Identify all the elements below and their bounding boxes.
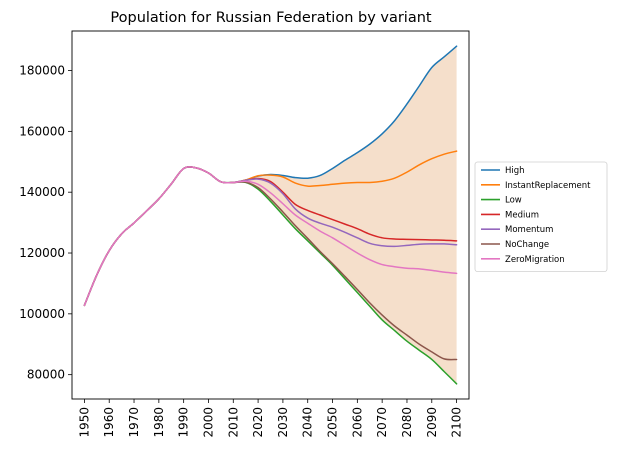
legend-label: Medium bbox=[505, 210, 539, 220]
legend: High InstantReplacement Low Medium Momentum N… bbox=[474, 161, 608, 272]
series-lines bbox=[83, 45, 458, 385]
x-tick-label: 1960 bbox=[102, 407, 116, 438]
x-tick-label: 2100 bbox=[450, 407, 464, 438]
uncertainty-band bbox=[84, 46, 457, 384]
y-tick-label: 100000 bbox=[19, 307, 65, 321]
x-axis: 1950 1960 1970 1980 1990 2000 2010 2020 2030 2040… bbox=[77, 399, 464, 438]
legend-label: Low bbox=[505, 196, 522, 206]
x-tick-label: 2080 bbox=[400, 407, 414, 438]
x-tick-label: 2090 bbox=[425, 407, 439, 438]
x-tick-label: 2040 bbox=[301, 407, 315, 438]
legend-label: InstantReplacement bbox=[505, 181, 591, 191]
x-tick-label: 1970 bbox=[127, 407, 141, 438]
legend-box bbox=[474, 161, 608, 272]
x-tick-label: 2050 bbox=[326, 407, 340, 438]
y-tick-label: 140000 bbox=[19, 185, 65, 199]
y-tick-label: 160000 bbox=[19, 124, 65, 138]
x-tick-label: 1950 bbox=[77, 407, 91, 438]
x-tick-label: 2020 bbox=[251, 407, 265, 438]
x-tick-label: 2030 bbox=[276, 407, 290, 438]
x-tick-label: 1990 bbox=[177, 407, 191, 438]
legend-label: High bbox=[505, 166, 525, 176]
y-tick-label: 180000 bbox=[19, 64, 65, 78]
y-tick-label: 120000 bbox=[19, 246, 65, 260]
y-axis: 80000 100000 120000 140000 160000 180000 bbox=[19, 64, 72, 382]
chart-title: Population for Russian Federation by var… bbox=[110, 10, 432, 26]
x-tick-label: 2060 bbox=[350, 407, 364, 438]
series-line-zeromigration bbox=[83, 166, 458, 307]
x-tick-label: 1980 bbox=[152, 407, 166, 438]
x-tick-label: 2010 bbox=[226, 407, 240, 438]
x-tick-label: 2070 bbox=[375, 407, 389, 438]
legend-label: ZeroMigration bbox=[505, 255, 565, 265]
y-tick-label: 80000 bbox=[27, 368, 65, 382]
band-area bbox=[84, 46, 457, 384]
plot-frame bbox=[71, 30, 470, 400]
legend-label: NoChange bbox=[505, 240, 549, 250]
legend-label: Momentum bbox=[505, 225, 553, 235]
x-tick-label: 2000 bbox=[201, 407, 215, 438]
